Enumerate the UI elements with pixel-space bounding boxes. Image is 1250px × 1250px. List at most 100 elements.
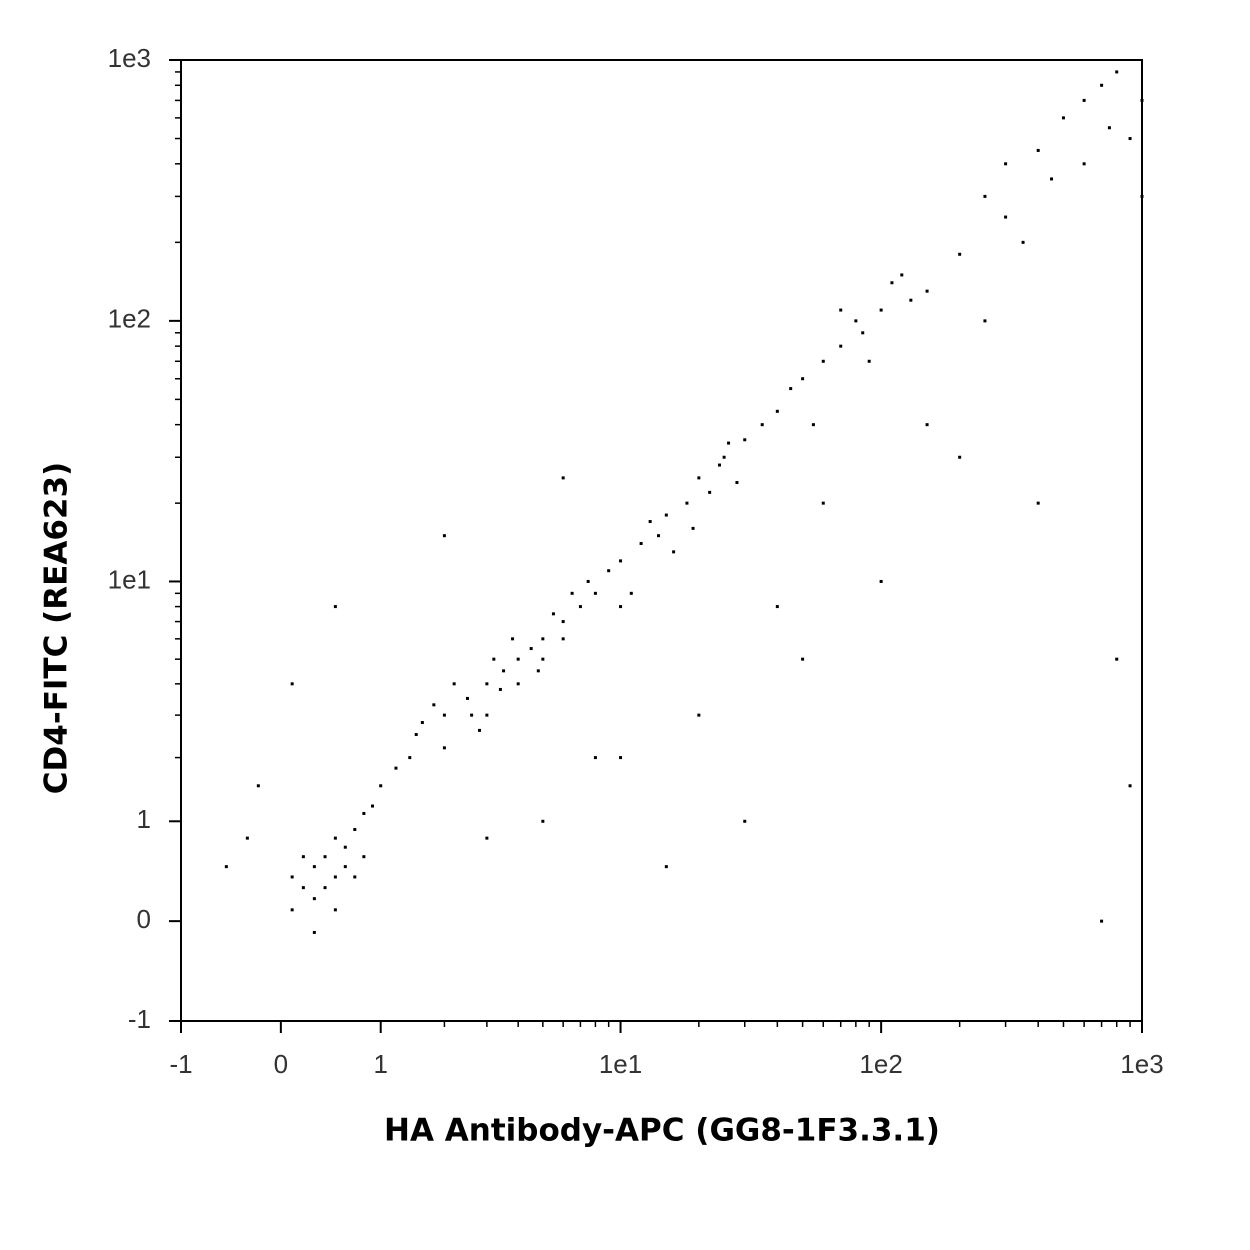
data-point	[801, 377, 805, 381]
y-tick-label: 1e3	[108, 43, 151, 73]
data-point	[511, 637, 515, 641]
data-point	[312, 930, 316, 934]
data-point	[536, 669, 540, 673]
data-point	[470, 713, 474, 717]
data-point	[442, 713, 446, 717]
x-tick-label: 1	[373, 1049, 387, 1079]
data-point	[485, 682, 489, 686]
data-point	[245, 836, 249, 840]
data-point	[414, 733, 418, 737]
data-point	[408, 756, 412, 760]
data-point	[775, 605, 779, 609]
data-point	[333, 605, 337, 609]
data-point	[743, 438, 747, 442]
data-point	[432, 703, 436, 707]
data-point	[722, 455, 726, 459]
data-point	[890, 281, 894, 285]
data-point	[607, 569, 611, 573]
data-point	[343, 865, 347, 869]
data-point	[333, 836, 337, 840]
data-point	[619, 605, 623, 609]
data-point	[735, 481, 739, 485]
data-point	[256, 784, 260, 788]
y-tick-label: 1	[137, 804, 151, 834]
x-tick-label: 1e3	[1120, 1049, 1163, 1079]
data-point	[717, 463, 721, 467]
data-point	[516, 682, 520, 686]
data-point	[353, 828, 357, 832]
data-point	[452, 682, 456, 686]
data-point	[492, 657, 496, 661]
data-point	[1082, 162, 1086, 166]
data-point	[333, 908, 337, 912]
data-point	[925, 289, 929, 293]
data-point	[619, 559, 623, 563]
data-point	[301, 886, 305, 890]
data-point	[561, 620, 565, 624]
data-point	[685, 501, 689, 505]
data-point	[578, 605, 582, 609]
data-point	[362, 811, 366, 815]
data-point	[760, 423, 764, 427]
y-axis-label: CD4-FITC (REA623)	[39, 462, 75, 794]
data-point	[516, 657, 520, 661]
data-point	[477, 728, 481, 732]
data-point	[529, 647, 533, 651]
data-point	[664, 865, 668, 869]
data-point	[485, 836, 489, 840]
data-point	[639, 541, 643, 545]
data-point	[743, 819, 747, 823]
data-point	[958, 252, 962, 256]
data-point	[586, 579, 590, 583]
data-point	[323, 855, 327, 859]
data-point	[541, 819, 545, 823]
data-point	[362, 855, 366, 859]
data-point	[343, 845, 347, 849]
data-point	[1036, 501, 1040, 505]
data-point	[541, 657, 545, 661]
data-point	[648, 520, 652, 524]
data-point	[1100, 919, 1104, 923]
data-point	[789, 387, 793, 391]
data-point	[708, 490, 712, 494]
data-point	[1115, 70, 1119, 74]
data-point	[502, 669, 506, 673]
data-point	[312, 897, 316, 901]
y-tick-label: 0	[137, 904, 151, 934]
data-point	[861, 331, 865, 335]
data-point	[867, 359, 871, 363]
data-point	[697, 476, 701, 480]
data-point	[854, 319, 858, 323]
data-point	[224, 865, 228, 869]
y-tick-label: 1e2	[108, 304, 151, 334]
data-point	[697, 713, 701, 717]
data-point	[657, 534, 661, 538]
data-point	[879, 308, 883, 312]
y-tick-label: 1e1	[108, 564, 151, 594]
y-tick-label: -1	[128, 1004, 151, 1034]
data-point	[1115, 657, 1119, 661]
data-point	[370, 804, 374, 808]
data-point	[394, 766, 398, 770]
data-point	[1140, 194, 1144, 198]
data-point	[958, 455, 962, 459]
data-point	[900, 273, 904, 277]
data-point	[821, 501, 825, 505]
data-point	[801, 657, 805, 661]
data-point	[672, 550, 676, 554]
x-tick-label: 1e1	[599, 1049, 642, 1079]
data-point	[465, 696, 469, 700]
data-point	[1140, 98, 1144, 102]
data-point	[290, 875, 294, 879]
data-point	[909, 298, 913, 302]
data-point	[312, 865, 316, 869]
data-point	[485, 713, 489, 717]
data-point	[420, 721, 424, 725]
data-point	[1021, 240, 1025, 244]
data-point	[664, 513, 668, 517]
data-point	[561, 637, 565, 641]
data-point	[1004, 215, 1008, 219]
data-point	[839, 344, 843, 348]
data-point	[821, 359, 825, 363]
x-tick-label: 1e2	[859, 1049, 902, 1079]
